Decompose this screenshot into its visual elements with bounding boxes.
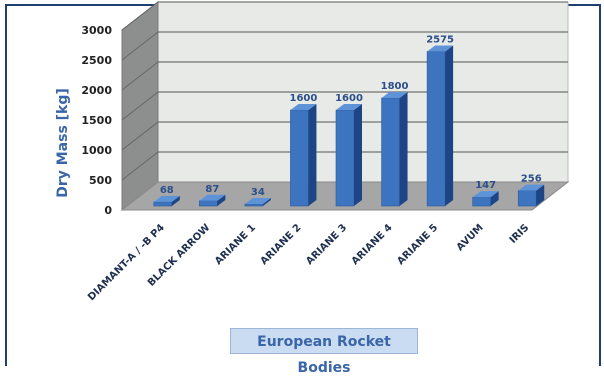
y-tick-label: 1500: [81, 114, 112, 127]
bar-front: [381, 97, 400, 207]
bar-front: [335, 109, 355, 207]
data-label: 2575: [426, 35, 454, 46]
data-label: 1600: [335, 93, 363, 104]
bar: [335, 104, 362, 207]
bar-chart: 0 500 1000 1500 2000 2500 3000 68 87 34 1600 1600 1…: [55, 0, 570, 303]
bar-top: [199, 194, 226, 201]
bar-top: [381, 92, 408, 98]
gridlines: [121, 1, 568, 181]
bar: [426, 45, 454, 207]
bar-side: [262, 197, 271, 206]
data-label: 256: [521, 174, 542, 185]
gridline-side: [121, 31, 159, 61]
category-label: ARIANE 5: [395, 222, 440, 267]
bar-front: [517, 190, 537, 207]
bar-top: [244, 197, 271, 204]
category-label: ARIANE 1: [213, 222, 258, 267]
bar-side: [354, 104, 362, 206]
gridline-side: [121, 121, 159, 151]
bar-side: [217, 194, 226, 206]
bar: [290, 104, 317, 207]
bar-side: [536, 184, 545, 206]
gridline-side: [121, 151, 159, 181]
data-labels: 68 87 34 1600 1600 1800 2575 147 256: [160, 35, 542, 198]
y-tick-label: 3000: [81, 24, 112, 37]
bar-side: [399, 92, 408, 206]
category-label: ARIANE 2: [259, 222, 304, 267]
y-tick-label: 2500: [81, 54, 112, 67]
bar-side: [171, 195, 180, 206]
bar-top: [153, 195, 180, 202]
category-label: AVUM: [455, 222, 486, 253]
bar: [517, 184, 545, 207]
bar-side: [445, 45, 454, 206]
y-axis-ticks: 0 500 1000 1500 2000 2500 3000: [81, 24, 112, 217]
bar: [472, 191, 499, 207]
bar: [199, 194, 226, 207]
bar-front: [244, 203, 264, 207]
category-label: IRIS: [508, 222, 532, 246]
category-label: ARIANE 4: [350, 222, 395, 267]
gridline-side: [121, 91, 159, 121]
bar: [244, 197, 271, 207]
category-label: DIAMANT-A / -B P4: [86, 222, 167, 303]
y-axis-label: Dry Mass [kg]: [55, 88, 71, 198]
bar: [153, 195, 180, 207]
bar-top: [336, 104, 362, 110]
bar-top: [472, 191, 499, 198]
data-label: 147: [475, 180, 496, 191]
y-tick-label: 0: [104, 204, 112, 217]
category-label: ARIANE 3: [304, 222, 349, 267]
data-label: 1800: [381, 81, 409, 92]
bar-front: [472, 196, 491, 207]
bar-top: [518, 184, 545, 191]
gridline-side: [121, 1, 159, 31]
data-label: 87: [205, 184, 219, 195]
data-label: 34: [251, 187, 265, 198]
bar-side: [308, 104, 317, 206]
data-label: 1600: [290, 93, 318, 104]
data-label: 68: [160, 185, 174, 196]
bar: [381, 92, 408, 207]
gridline-side: [121, 61, 159, 91]
bar-top: [290, 104, 317, 110]
bar-front: [426, 51, 446, 207]
bar-front: [199, 200, 218, 207]
bar-side: [490, 191, 499, 206]
bar-front: [290, 109, 309, 207]
bars: [153, 45, 545, 207]
y-tick-label: 1000: [81, 144, 112, 157]
bar-front: [153, 201, 173, 207]
x-axis-title: European Rocket Bodies: [230, 328, 418, 376]
y-tick-label: 2000: [81, 84, 112, 97]
y-tick-label: 500: [89, 174, 112, 187]
bar-top: [427, 45, 454, 52]
